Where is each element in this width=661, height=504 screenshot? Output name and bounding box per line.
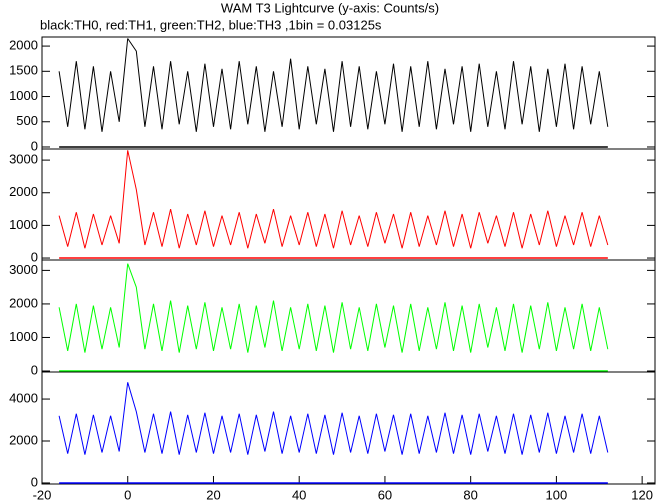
plot-frame [41,148,656,261]
y-tick-label: 2000 [9,295,38,310]
y-tick-label: 1500 [9,63,38,78]
y-tick-label: 4000 [9,390,38,405]
chart-title: WAM T3 Lightcurve (y-axis: Counts/s) [221,0,439,15]
y-tick-label: 0 [31,138,38,153]
plot-frame [41,36,656,150]
y-tick-label: 1000 [9,217,38,232]
y-tick-label: 0 [31,249,38,264]
x-tick-label: 80 [463,487,477,502]
x-tick-label: 0 [124,487,131,502]
lightcurve [58,382,609,455]
y-tick-label: 0 [31,474,38,489]
y-tick-label: 3000 [9,262,38,277]
x-tick-label: 40 [292,487,306,502]
x-tick-label: -20 [33,487,52,502]
chart-subtitle: black:TH0, red:TH1, green:TH2, blue:TH3 … [40,17,382,32]
x-tick-label: 60 [378,487,392,502]
x-tick-label: 120 [631,487,653,502]
y-tick-label: 500 [16,113,38,128]
lightcurve [58,150,609,249]
y-tick-label: 2000 [9,432,38,447]
y-tick-label: 2000 [9,184,38,199]
y-tick-label: 1000 [9,329,38,344]
y-tick-label: 2000 [9,38,38,53]
y-tick-label: 3000 [9,152,38,167]
y-tick-label: 0 [31,362,38,377]
x-tick-label: 20 [206,487,220,502]
y-tick-label: 1000 [9,88,38,103]
lightcurve [58,38,609,132]
x-tick-label: 100 [546,487,568,502]
plot-frame [41,371,656,485]
lightcurve [58,263,609,353]
